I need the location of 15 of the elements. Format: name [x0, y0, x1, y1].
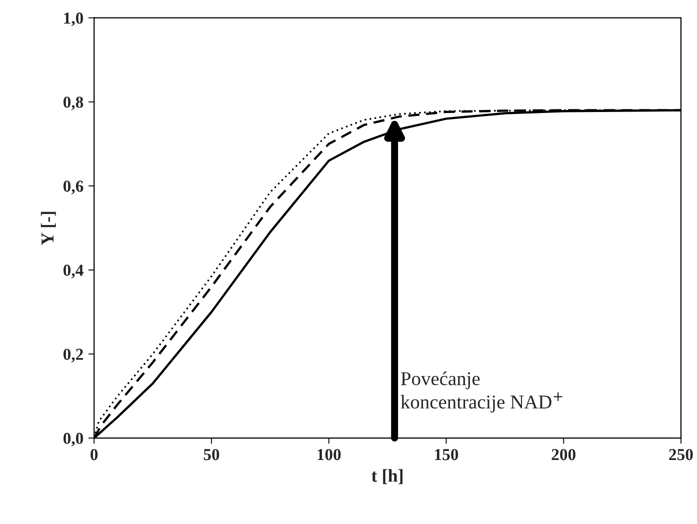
x-tick-label: 100: [318, 448, 341, 460]
y-tick-label: 0,0: [63, 432, 84, 446]
y-tick-label: 0,2: [63, 348, 83, 362]
y-tick-label: 0,8: [63, 96, 84, 110]
y-tick-label: 0,4: [63, 264, 84, 278]
y-tick-label: 0,6: [63, 180, 84, 194]
x-tick-label: 200: [552, 448, 576, 460]
x-tick-label: 0: [90, 448, 98, 460]
y-axis-title: Y [-]: [40, 212, 56, 246]
x-tick-label: 250: [669, 448, 693, 460]
y-tick-label: 1,0: [64, 12, 84, 26]
annotation: Povećanje koncentracije NAD$^{+}$: [400, 372, 562, 413]
x-tick-label: 150: [435, 448, 458, 460]
x-tick-label: 50: [204, 448, 220, 460]
x-axis-title: t [h]: [372, 469, 402, 484]
